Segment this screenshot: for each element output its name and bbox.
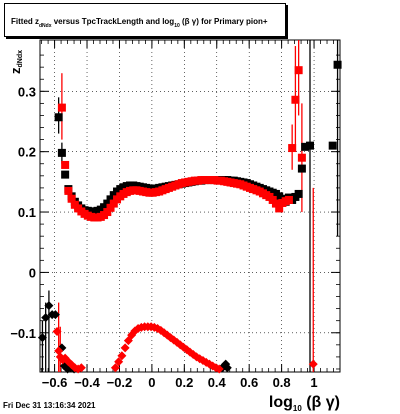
data-point-square <box>306 141 314 150</box>
data-point-square <box>106 195 115 204</box>
data-point-diamond <box>44 301 54 311</box>
chart-title: Fitted zdNdx versus TpcTrackLength and l… <box>11 17 268 29</box>
title-part-sub2: 10 <box>174 23 180 29</box>
y-tick-label: 0.2 <box>18 145 36 160</box>
data-point-square <box>333 60 342 69</box>
data-point-diamond <box>50 310 60 320</box>
data-point-diamond <box>37 333 47 343</box>
x-tick-label: −0.2 <box>107 375 133 390</box>
x-axis-label-post: (β γ) <box>301 394 340 411</box>
plot-frame <box>39 39 341 373</box>
x-tick-label: 0.2 <box>175 375 193 390</box>
data-point-square <box>288 144 297 153</box>
data-point-square <box>297 153 306 162</box>
data-points <box>37 60 342 374</box>
data-point-square <box>103 199 112 208</box>
data-point-square <box>61 160 70 169</box>
axis-ticks: −0.6 −0.4 −0.2 0 0.2 0.4 0.6 0.8 1 −0.1 0 0.1 0.2 0.3 <box>10 40 340 390</box>
timestamp-label: Fri Dec 31 13:16:34 2021 <box>3 401 96 410</box>
data-point-diamond <box>120 343 130 353</box>
data-point-square <box>297 164 306 173</box>
data-point-diamond <box>117 351 127 361</box>
data-point-square <box>294 66 303 75</box>
chart-title-box: Fitted zdNdx versus TpcTrackLength and l… <box>4 3 286 37</box>
x-tick-label: 0.6 <box>240 375 258 390</box>
data-point-diamond <box>52 327 62 337</box>
y-tick-label: −0.1 <box>10 326 36 341</box>
data-point-square <box>64 186 73 195</box>
data-point-square <box>284 195 293 204</box>
y-tick-label: 0 <box>29 265 36 280</box>
data-point-square <box>291 95 300 104</box>
data-point-diamond <box>214 364 224 374</box>
data-point-square <box>54 113 63 122</box>
title-part-sub: dNdx <box>39 23 52 29</box>
title-part-post: (β γ) for Primary pion+ <box>179 17 268 26</box>
data-point-square <box>61 170 70 179</box>
x-tick-label: 0.4 <box>208 375 227 390</box>
x-axis-label: log10 (β γ) <box>268 394 340 413</box>
data-point-square <box>109 199 118 208</box>
data-point-square <box>103 208 112 217</box>
data-point-diamond <box>110 363 120 373</box>
data-point-square <box>271 199 280 208</box>
data-point-diamond <box>76 363 86 373</box>
data-point-square <box>301 142 310 151</box>
error-bars <box>41 40 339 372</box>
x-axis-label-main: log <box>268 394 293 411</box>
title-part-pre: Fitted z <box>11 17 39 26</box>
y-tick-label: 0.1 <box>18 205 36 220</box>
data-point-square <box>275 204 284 213</box>
data-point-square <box>57 103 66 112</box>
y-tick-label: 0.3 <box>18 84 36 99</box>
data-point-square <box>328 141 337 150</box>
data-point-square <box>57 148 66 157</box>
data-point-square <box>294 189 303 198</box>
data-point-square <box>106 203 115 212</box>
x-tick-label: −0.6 <box>42 375 68 390</box>
x-tick-label: −0.4 <box>74 375 100 390</box>
data-point-diamond <box>222 363 232 373</box>
data-point-diamond <box>308 359 318 369</box>
data-point-diamond <box>41 313 51 323</box>
x-axis-label-sub: 10 <box>292 404 302 413</box>
x-tick-label: 1 <box>310 375 317 390</box>
data-point-square <box>67 194 76 203</box>
data-point-diamond <box>114 357 124 367</box>
x-tick-label: 0 <box>148 375 155 390</box>
x-tick-label: 0.8 <box>273 375 291 390</box>
title-part-mid: versus TpcTrackLength and log <box>51 17 175 26</box>
